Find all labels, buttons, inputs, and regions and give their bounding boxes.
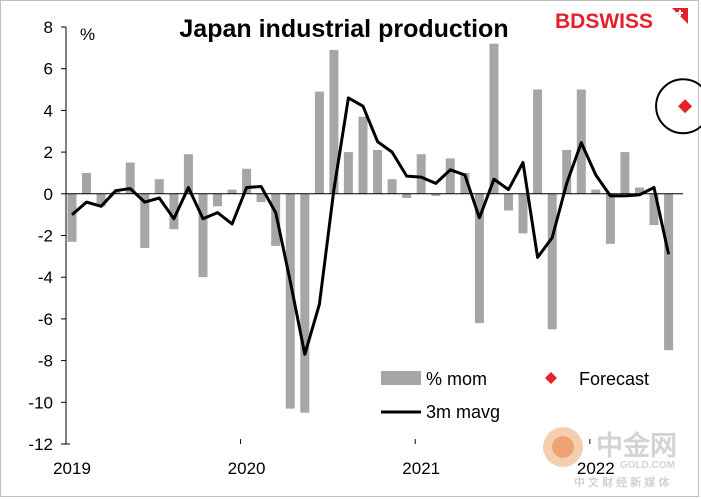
watermark-subtitle: 中 文 财 经 新 媒 体	[574, 475, 670, 489]
legend-label-forecast: Forecast	[579, 369, 649, 389]
y-axis	[61, 26, 70, 445]
bar-2019-07	[154, 179, 164, 194]
x-tick-label: 2022	[577, 459, 615, 478]
forecast-highlight-circle	[655, 78, 701, 135]
bar-2020-07	[329, 49, 339, 194]
bar-2021-06	[489, 43, 499, 194]
y-tick-label: -6	[38, 310, 53, 329]
bar-2020-11	[387, 179, 397, 194]
y-tick-label: 2	[44, 143, 53, 162]
bar-2022-01	[591, 189, 601, 194]
y-tick-labels: 8 6 4 2 0 -2 -4 -6 -8 -10 -12	[28, 18, 53, 454]
line-series-3m-mavg	[71, 96, 671, 356]
x-tick-label: 2020	[228, 459, 266, 478]
bar-2020-01	[242, 168, 252, 194]
y-tick-label: -10	[28, 393, 53, 412]
x-tick-labels: 2019 2020 2021 2022	[53, 459, 615, 478]
watermark-name: 中金网	[596, 430, 677, 461]
bar-2019-02	[82, 172, 91, 194]
legend: % mom Forecast 3m mavg	[381, 369, 649, 422]
chart-title: Japan industrial production	[179, 15, 508, 43]
x-axis	[65, 193, 684, 444]
bar-2021-09	[533, 89, 543, 194]
bar-2021-02	[431, 193, 441, 196]
bar-2020-04	[285, 193, 295, 409]
brand-logo-cross-icon	[677, 10, 683, 16]
y-tick-label: -12	[28, 435, 53, 454]
bar-2020-12	[402, 193, 412, 198]
y-tick-label: -8	[38, 352, 53, 371]
x-tick-label: 2021	[402, 459, 440, 478]
y-tick-label: -4	[38, 268, 53, 287]
bar-2020-08	[343, 152, 353, 194]
brand-logo-text: BDSWISS	[555, 10, 653, 33]
bar-2021-08	[518, 193, 528, 234]
legend-swatch-bar	[381, 371, 421, 385]
watermark-url: GOLD.COM	[620, 460, 675, 471]
y-tick-label: 6	[44, 60, 53, 79]
bar-2020-09	[358, 116, 368, 194]
bar-2019-03	[96, 193, 106, 207]
bar-2019-11	[213, 193, 222, 207]
bar-2019-12	[227, 189, 237, 194]
watermark-coin-inner-icon	[552, 436, 574, 458]
forecast-marker	[678, 99, 693, 114]
watermark: 中金网 GOLD.COM 中 文 财 经 新 媒 体	[543, 427, 677, 489]
bar-2022-02	[605, 193, 615, 244]
y-tick-label: 0	[44, 185, 53, 204]
bars-series	[67, 43, 674, 413]
bar-2020-02	[256, 193, 266, 203]
bar-2019-09	[183, 154, 193, 194]
bar-2022-04	[635, 187, 644, 194]
x-tick-label: 2019	[53, 459, 91, 478]
bar-2021-11	[562, 150, 572, 194]
bar-2020-03	[271, 193, 281, 246]
bar-2022-05	[649, 193, 659, 226]
y-tick-label: 4	[44, 101, 53, 120]
bar-2021-03	[445, 158, 455, 194]
y-tick-label: -2	[38, 227, 53, 246]
bar-2021-07	[504, 193, 513, 211]
bar-2020-06	[314, 91, 324, 194]
bar-2019-05	[125, 162, 135, 194]
legend-label-mavg: 3m mavg	[426, 402, 500, 422]
bar-2019-01	[67, 193, 77, 242]
bar-2021-10	[547, 193, 557, 330]
bar-2022-03	[620, 152, 630, 194]
bar-2019-06	[140, 193, 150, 248]
y-axis-unit: %	[80, 25, 95, 44]
bar-2019-08	[169, 193, 179, 230]
bar-2021-05	[474, 193, 484, 324]
brand-logo: BDSWISS	[555, 8, 688, 33]
bar-2021-04	[460, 172, 470, 194]
bar-2019-10	[198, 193, 208, 278]
legend-swatch-marker	[545, 372, 557, 384]
bar-2020-10	[373, 150, 383, 194]
bar-2020-05	[300, 193, 310, 413]
legend-label-mom: % mom	[426, 369, 487, 389]
y-tick-label: 8	[44, 18, 53, 37]
bar-2021-01	[416, 154, 426, 194]
bar-2022-06	[664, 193, 674, 351]
